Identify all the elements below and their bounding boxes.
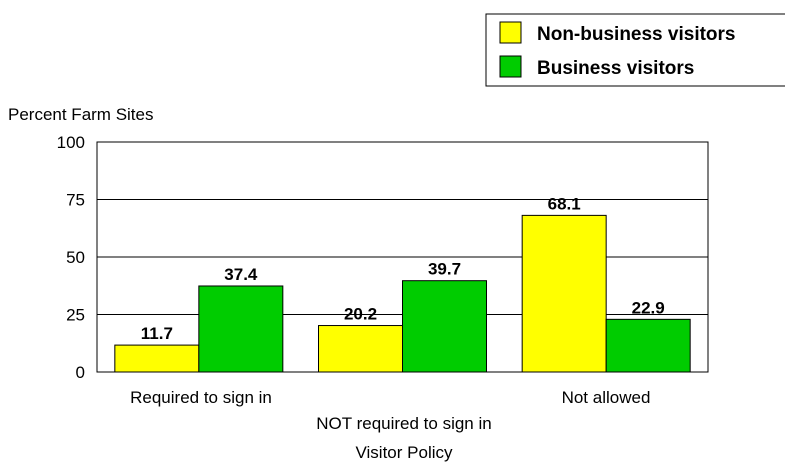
data-labels: 11.7 37.4 20.2 39.7 68.1 22.9 <box>141 194 665 343</box>
bar-series1-cat0 <box>198 285 284 373</box>
y-axis-ticks: 0 25 50 75 100 <box>57 133 85 382</box>
data-label-series1-cat0: 37.4 <box>224 265 258 284</box>
data-label-series1-cat2: 22.9 <box>632 298 665 317</box>
bar-series0-cat2 <box>521 214 607 373</box>
legend-swatch-business <box>499 55 522 78</box>
category-label-required: Required to sign in <box>130 388 272 407</box>
data-label-series0-cat2: 68.1 <box>548 194 581 213</box>
y-tick-label: 0 <box>76 363 85 382</box>
bar-series0-cat1 <box>318 325 403 373</box>
bar-series0-cat0 <box>114 344 200 373</box>
category-label-not-required: NOT required to sign in <box>316 414 491 433</box>
bars <box>114 214 691 373</box>
data-label-series0-cat0: 11.7 <box>141 324 173 343</box>
x-axis-title: Visitor Policy <box>356 443 453 462</box>
y-tick-label: 75 <box>66 191 85 210</box>
y-tick-label: 25 <box>66 306 85 325</box>
legend-swatch-non-business <box>499 21 522 44</box>
y-axis-title: Percent Farm Sites <box>8 105 154 124</box>
legend-label-non-business: Non-business visitors <box>537 24 736 45</box>
legend-label-business: Business visitors <box>537 58 694 79</box>
bar-series1-cat2 <box>605 318 691 373</box>
y-tick-label: 100 <box>57 133 85 152</box>
data-label-series1-cat1: 39.7 <box>428 260 461 279</box>
y-tick-label: 50 <box>66 248 85 267</box>
legend: Non-business visitors Business visitors <box>485 13 785 87</box>
data-label-series0-cat1: 20.2 <box>344 305 377 324</box>
bar-series1-cat1 <box>402 280 487 373</box>
category-label-not-allowed: Not allowed <box>562 388 651 407</box>
legend-box <box>485 13 785 87</box>
